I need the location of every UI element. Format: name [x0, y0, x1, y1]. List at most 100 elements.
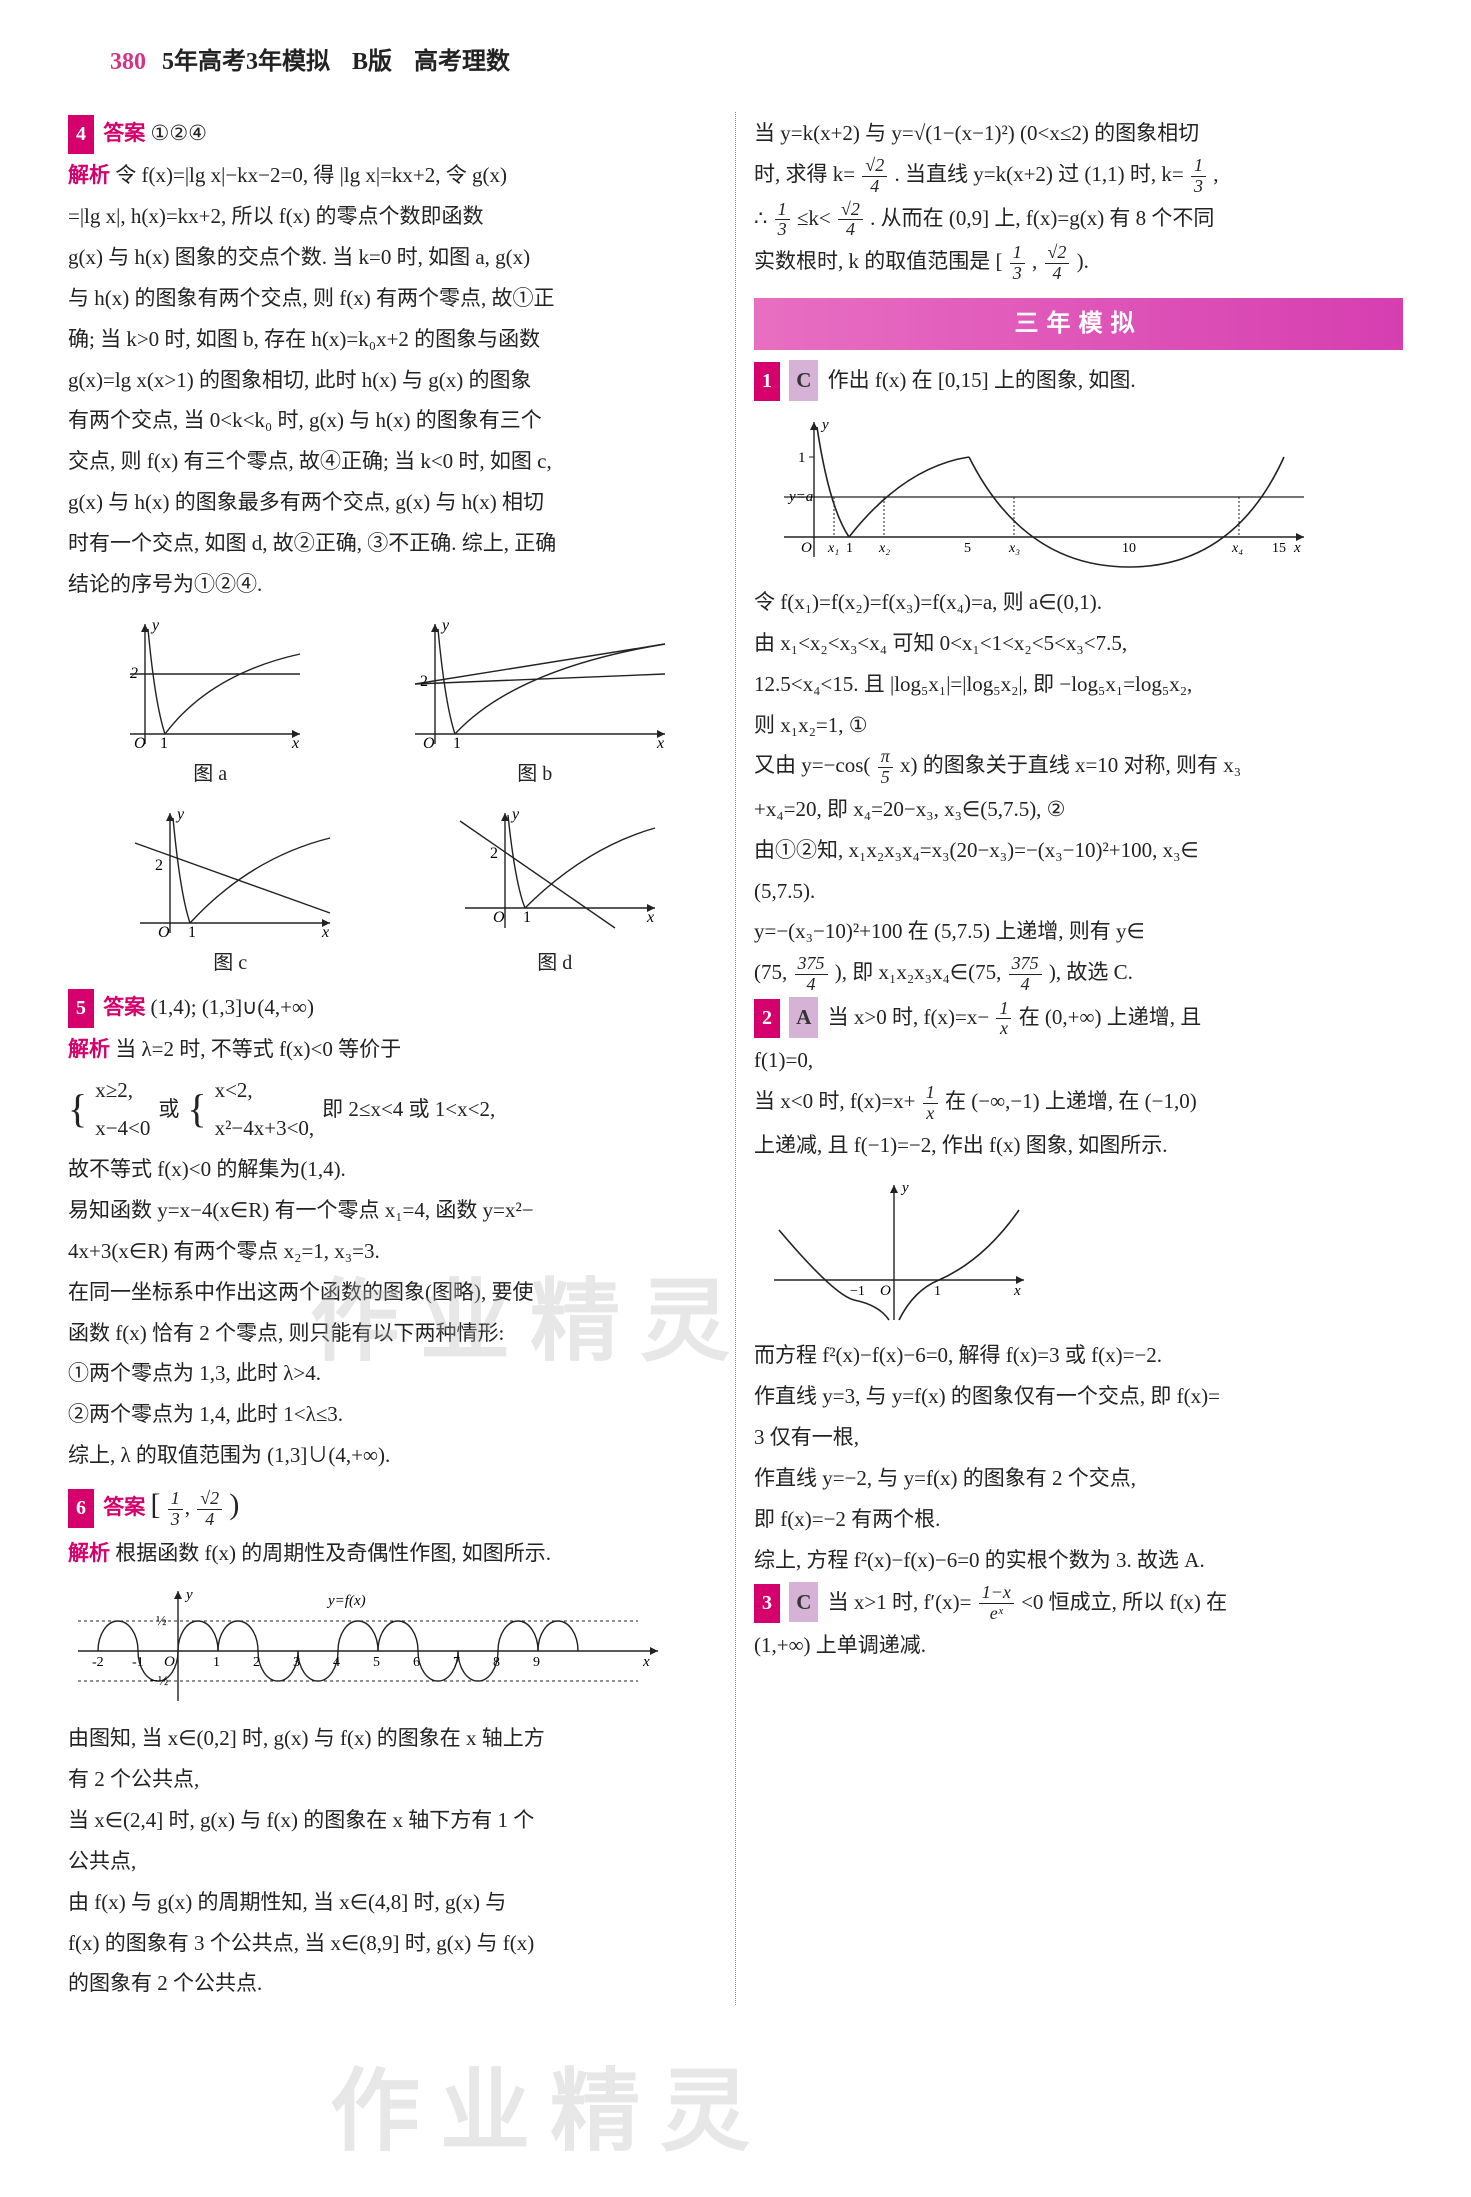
- q6-text: 公共点,: [68, 1842, 717, 1881]
- q4-text: 与 h(x) 的图象有两个交点, 则 f(x) 有两个零点, 故①正: [68, 279, 717, 318]
- q1-text: 令 f(x₁)=f(x₂)=f(x₃)=f(x₄)=a, 则 a∈(0,1).: [754, 583, 1403, 622]
- subject: 高考理数: [414, 40, 510, 84]
- svg-text:1: 1: [523, 909, 531, 926]
- q6-text: 的图象有 2 个公共点.: [68, 1964, 717, 2003]
- q5-text: ②两个零点为 1,4, 此时 1<λ≤3.: [68, 1395, 717, 1434]
- svg-text:7: 7: [453, 1655, 460, 1670]
- figure-row-ab: 2 O 1 x y 图 a 2 O 1 x y: [68, 614, 717, 793]
- q5-answer: (1,4); (1,3]∪(4,+∞): [151, 995, 314, 1019]
- q2-number: 2: [754, 999, 780, 1038]
- q5-cases: { x≥2, x−4<0 或 { x<2, x²−4x+3<0, 即 2≤x<4…: [68, 1071, 717, 1149]
- q2-text: 当 x<0 时, f(x)=x+ 1x 在 (−∞,−1) 上递增, 在 (−1…: [754, 1082, 1403, 1123]
- svg-text:1: 1: [213, 1655, 220, 1670]
- figure-q1: y=a 1 O y x x₁ 1 x₂ 5 x₃ 10 x₄ 15: [754, 407, 1403, 577]
- graph-c-icon: 2 O 1 x y: [120, 803, 340, 943]
- svg-text:x₂: x₂: [878, 541, 890, 556]
- q5-text: 在同一坐标系中作出这两个函数的图象(图略), 要使: [68, 1273, 717, 1312]
- q1-line: 1 C 作出 f(x) 在 [0,15] 上的图象, 如图.: [754, 360, 1403, 401]
- cont-text: 时, 求得 k= √24 . 当直线 y=k(x+2) 过 (1,1) 时, k…: [754, 155, 1403, 196]
- fig-c-caption: 图 c: [120, 945, 340, 982]
- q6-text: 由 f(x) 与 g(x) 的周期性知, 当 x∈(4,8] 时, g(x) 与: [68, 1883, 717, 1922]
- q1-text: 由 x₁<x₂<x₃<x₄ 可知 0<x₁<1<x₂<5<x₃<7.5,: [754, 624, 1403, 663]
- svg-text:y: y: [150, 617, 160, 634]
- svg-text:1: 1: [846, 541, 853, 556]
- svg-text:x: x: [1013, 1283, 1021, 1299]
- svg-text:y=f(x): y=f(x): [326, 1593, 366, 1609]
- q3-text: (1,+∞) 上单调递减.: [754, 1626, 1403, 1665]
- svg-text:x: x: [642, 1654, 650, 1670]
- svg-text:y: y: [820, 417, 829, 433]
- q2-line: 2 A 当 x>0 时, f(x)=x− 1x 在 (0,+∞) 上递增, 且: [754, 997, 1403, 1039]
- answer-label: 答案: [103, 121, 145, 145]
- svg-text:5: 5: [964, 541, 971, 556]
- svg-text:x: x: [646, 909, 654, 926]
- svg-text:y: y: [184, 1587, 193, 1603]
- svg-text:1: 1: [160, 735, 168, 752]
- q6-text: 当 x∈(2,4] 时, g(x) 与 f(x) 的图象在 x 轴下方有 1 个: [68, 1801, 717, 1840]
- q1-text: y=−(x₃−10)²+100 在 (5,7.5) 上递增, 则有 y∈: [754, 912, 1403, 951]
- cont-text: 当 y=k(x+2) 与 y=√(1−(x−1)²) (0<x≤2) 的图象相切: [754, 114, 1403, 153]
- q2-text: 即 f(x)=−2 有两个根.: [754, 1500, 1403, 1539]
- svg-text:1: 1: [798, 450, 806, 466]
- svg-text:1: 1: [934, 1284, 941, 1299]
- figure-a: 2 O 1 x y 图 a: [110, 614, 310, 793]
- q1-text: (75, 3754 ), 即 x₁x₂x₃x₄∈(75, 3754 ), 故选 …: [754, 953, 1403, 994]
- svg-text:8: 8: [493, 1655, 500, 1670]
- q1-choice: C: [789, 360, 818, 401]
- answer-label: 答案: [103, 995, 145, 1019]
- q5-text: 综上, λ 的取值范围为 (1,3]∪(4,+∞).: [68, 1436, 717, 1475]
- svg-text:15: 15: [1272, 541, 1286, 556]
- q4-text: 有两个交点, 当 0<k<k₀ 时, g(x) 与 h(x) 的图象有三个: [68, 401, 717, 440]
- svg-text:9: 9: [533, 1655, 540, 1670]
- q5-explanation: 解析 当 λ=2 时, 不等式 f(x)<0 等价于: [68, 1030, 717, 1069]
- fig-d-caption: 图 d: [445, 945, 665, 982]
- svg-text:4: 4: [333, 1655, 340, 1670]
- q5-text: ①两个零点为 1,3, 此时 λ>4.: [68, 1354, 717, 1393]
- q5-answer-line: 5 答案 (1,4); (1,3]∪(4,+∞): [68, 988, 717, 1028]
- right-column: 当 y=k(x+2) 与 y=√(1−(x−1)²) (0<x≤2) 的图象相切…: [736, 112, 1421, 2005]
- explanation-label: 解析: [68, 1037, 110, 1061]
- explanation-label: 解析: [68, 1541, 110, 1565]
- q1-text: 又由 y=−cos( π5 x) 的图象关于直线 x=10 对称, 则有 x₃: [754, 746, 1403, 787]
- q4-text: 结论的序号为①②④.: [68, 565, 717, 604]
- q2-text: f(1)=0,: [754, 1041, 1403, 1080]
- section-banner: 三年模拟: [754, 298, 1403, 350]
- q5-text: 函数 f(x) 恰有 2 个零点, 则只能有以下两种情形:: [68, 1314, 717, 1353]
- cont-text: ∴ 13 ≤k< √24 . 从而在 (0,9] 上, f(x)=g(x) 有 …: [754, 199, 1403, 240]
- figure-q2: y x O −1 1: [754, 1170, 1403, 1330]
- svg-text:x: x: [656, 735, 664, 752]
- graph-a-icon: 2 O 1 x y: [110, 614, 310, 754]
- svg-text:2: 2: [155, 857, 163, 874]
- q2-choice: A: [789, 997, 818, 1038]
- svg-text:O: O: [423, 735, 435, 752]
- svg-text:5: 5: [373, 1655, 380, 1670]
- svg-text:x₁: x₁: [827, 541, 839, 556]
- q1-number: 1: [754, 362, 780, 401]
- svg-text:3: 3: [293, 1655, 300, 1670]
- q1-text: +x₄=20, 即 x₄=20−x₃, x₃∈(5,7.5), ②: [754, 790, 1403, 829]
- q5-number: 5: [68, 989, 94, 1028]
- svg-text:2: 2: [420, 673, 428, 690]
- svg-text:y: y: [900, 1180, 909, 1196]
- q6-number: 6: [68, 1489, 94, 1528]
- q3-number: 3: [754, 1584, 780, 1623]
- svg-text:O: O: [493, 909, 505, 926]
- svg-text:O: O: [158, 924, 170, 941]
- fig-a-caption: 图 a: [110, 756, 310, 793]
- book-title: 5年高考3年模拟: [162, 40, 330, 84]
- q2-text: 而方程 f²(x)−f(x)−6=0, 解得 f(x)=3 或 f(x)=−2.: [754, 1336, 1403, 1375]
- figure-periodic: y y=f(x) x O ½ −½ -2 -1 1 2 3 4 5 6 7 8 …: [68, 1581, 717, 1711]
- svg-text:2: 2: [490, 845, 498, 862]
- svg-text:x: x: [1293, 540, 1301, 556]
- svg-text:-2: -2: [92, 1655, 104, 1670]
- svg-text:-1: -1: [132, 1655, 144, 1670]
- svg-text:½: ½: [156, 1614, 167, 1629]
- q6-text: f(x) 的图象有 3 个公共点, 当 x∈(8,9] 时, g(x) 与 f(…: [68, 1924, 717, 1963]
- q2-text: 3 仅有一根,: [754, 1418, 1403, 1457]
- svg-text:O: O: [801, 540, 812, 556]
- q4-text: g(x) 与 h(x) 图象的交点个数. 当 k=0 时, 如图 a, g(x): [68, 238, 717, 277]
- q6-text: 有 2 个公共点,: [68, 1760, 717, 1799]
- svg-text:1: 1: [188, 924, 196, 941]
- edition: B版: [352, 40, 392, 84]
- q2-text: 作直线 y=−2, 与 y=f(x) 的图象有 2 个交点,: [754, 1459, 1403, 1498]
